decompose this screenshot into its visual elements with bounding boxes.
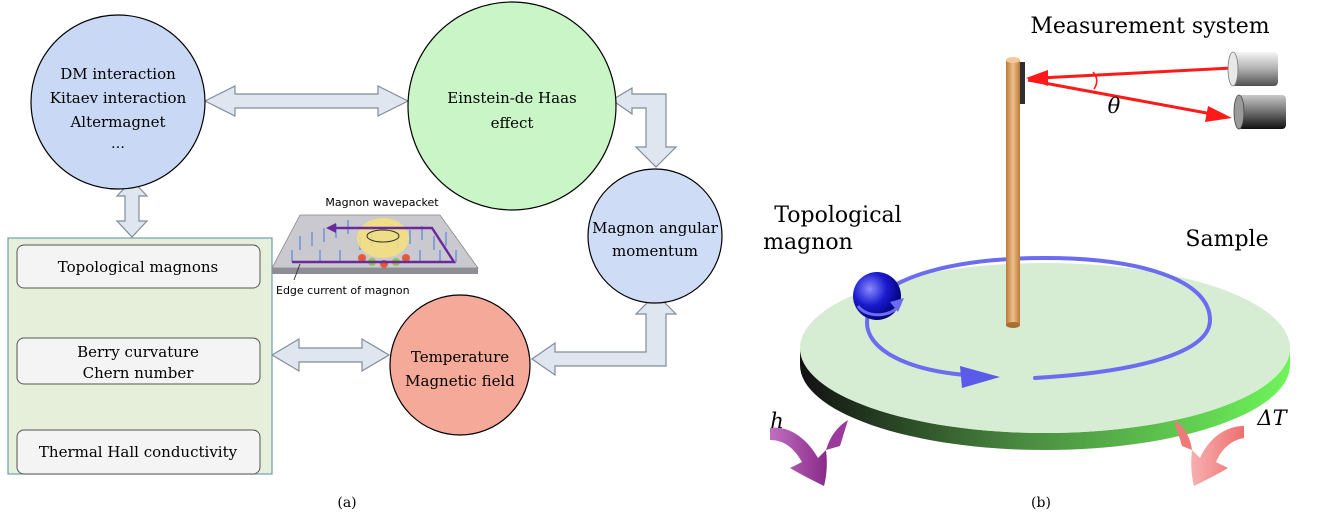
- laser-beams: [1026, 66, 1233, 122]
- wavepacket-rotation: [366, 229, 400, 243]
- caption-a: (a): [337, 495, 356, 511]
- measurement-label: Measurement system: [1030, 14, 1269, 39]
- slab-edge: [272, 268, 478, 274]
- magnon-ball: [853, 272, 904, 320]
- arrow-interactions-edh: [203, 85, 410, 117]
- momentum-line-2: momentum: [612, 242, 698, 260]
- circle-edh: Einstein-de Haas effect: [407, 1, 617, 211]
- delta-t-label: ΔT: [1256, 406, 1288, 430]
- edh-line-2: effect: [491, 114, 534, 132]
- arrow-edh-momentum: [610, 86, 678, 168]
- topological-magnons-label: Topological magnons: [58, 258, 218, 276]
- orbit-arrowhead: [960, 366, 1000, 388]
- panel-a: DM interaction Kitaev interaction Alterm…: [7, 1, 723, 511]
- wavepacket-glow: [357, 218, 409, 258]
- topological-label-1: Topological: [774, 203, 901, 228]
- arrow-momentum-temperature: [530, 293, 678, 377]
- disk-edge: [800, 348, 1290, 450]
- disk-top: [800, 263, 1290, 433]
- interactions-line-1: DM interaction: [60, 65, 176, 83]
- inset-top-label: Magnon wavepacket: [325, 196, 439, 209]
- panel-b: Measurement system θ Topological magnon …: [763, 14, 1290, 511]
- camera-detector: [1233, 94, 1286, 130]
- temperature-line-2: Magnetic field: [405, 372, 515, 390]
- theta-label: θ: [1108, 94, 1121, 118]
- inset-pointer: [293, 263, 301, 281]
- sample-label: Sample: [1185, 227, 1268, 252]
- theta-arc: [1092, 71, 1098, 90]
- mirror: [1020, 62, 1025, 104]
- topology-panel: Topological magnons Berry curvature Cher…: [7, 237, 273, 475]
- edge-current-path: [292, 226, 457, 264]
- edge-current-arrowhead: [326, 223, 336, 233]
- interactions-line-2: Kitaev interaction: [50, 89, 187, 107]
- momentum-line-1: Magnon angular: [592, 219, 719, 237]
- arrow-interactions-panel: [115, 179, 149, 238]
- topological-label-2: magnon: [763, 230, 853, 255]
- berry-line-1: Berry curvature: [77, 343, 199, 361]
- temperature-line-1: Temperature: [411, 348, 509, 366]
- interactions-line-3: Altermagnet: [69, 113, 165, 131]
- berry-line-2: Chern number: [83, 364, 195, 382]
- arrow-panel-temperature: [270, 337, 391, 373]
- delta-t-arrow: ΔT: [1174, 406, 1289, 486]
- h-label: h: [770, 409, 784, 433]
- rod: [1006, 57, 1025, 328]
- wavepacket-inset: Magnon wavepacket: [271, 196, 479, 297]
- edh-line-1: Einstein-de Haas: [447, 89, 576, 107]
- thermal-hall-label: Thermal Hall conductivity: [39, 443, 238, 461]
- camera-source: [1227, 51, 1278, 87]
- caption-b: (b): [1031, 495, 1051, 511]
- sample-disk: [800, 263, 1290, 450]
- circle-interactions: DM interaction Kitaev interaction Alterm…: [30, 14, 206, 190]
- magnon-orbit: [865, 255, 1213, 380]
- inset-bottom-label: Edge current of magnon: [276, 284, 410, 297]
- h-arrow: h: [770, 409, 848, 486]
- circle-momentum: Magnon angular momentum: [587, 168, 723, 304]
- circle-temperature: Temperature Magnetic field: [389, 294, 531, 436]
- interactions-line-4: …: [111, 136, 125, 152]
